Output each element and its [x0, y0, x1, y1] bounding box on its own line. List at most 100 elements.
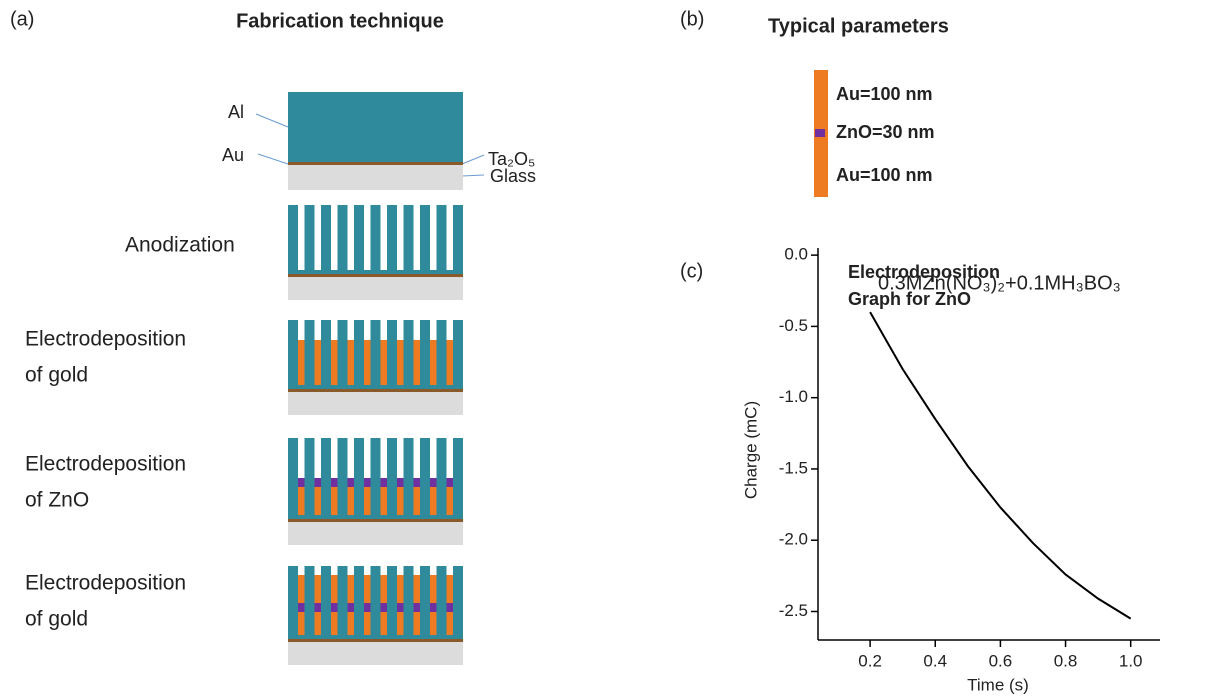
chart-title: Graph for ZnO	[848, 289, 971, 309]
pore-wall	[370, 566, 381, 635]
pore-fill	[331, 487, 338, 515]
param-label: Au=100 nm	[836, 165, 933, 185]
pore-wall	[403, 566, 414, 635]
pore-wall	[436, 566, 447, 635]
pore-wall	[403, 438, 414, 515]
pore-wall	[387, 438, 397, 515]
y-tick-label: -1.0	[779, 387, 808, 406]
pore-fill	[380, 612, 387, 635]
pore-wall	[453, 205, 463, 270]
pore-fill	[413, 612, 420, 635]
pore-wall	[370, 205, 381, 270]
pore-fill	[397, 612, 404, 635]
pore-wall	[387, 566, 397, 635]
param-label: ZnO=30 nm	[836, 122, 935, 142]
pore-fill	[331, 478, 338, 487]
pore-wall	[420, 320, 430, 385]
pore-wall	[354, 320, 364, 385]
pore-fill	[380, 340, 387, 385]
alumina-base	[288, 635, 463, 639]
pore-wall	[337, 320, 348, 385]
annotation: 0.3MZn(NO₃)₂+0.1MH₃BO₃	[878, 272, 1121, 294]
pore-fill	[364, 603, 371, 612]
pore-wall	[453, 566, 463, 635]
pore-wall	[403, 320, 414, 385]
pore-wall	[337, 566, 348, 635]
pore-fill	[298, 603, 305, 612]
pore-wall	[420, 205, 430, 270]
step-label: of gold	[25, 608, 88, 631]
pore-wall	[387, 205, 397, 270]
pore-wall	[387, 320, 397, 385]
pore-wall	[288, 320, 298, 385]
pore-fill	[347, 487, 354, 515]
pore-fill	[364, 612, 371, 635]
pore-wall	[337, 438, 348, 515]
pore-fill	[446, 340, 453, 385]
step-label: Anodization	[125, 234, 235, 257]
pore-fill	[413, 575, 420, 603]
pore-fill	[347, 478, 354, 487]
pore-fill	[397, 340, 404, 385]
pore-wall	[288, 566, 298, 635]
pore-fill	[331, 603, 338, 612]
pore-fill	[380, 478, 387, 487]
pore-wall	[453, 438, 463, 515]
glass	[288, 642, 463, 665]
pore-wall	[436, 320, 447, 385]
pore-fill	[347, 575, 354, 603]
chart-title: Electrodeposition	[848, 262, 1000, 282]
pore-fill	[380, 487, 387, 515]
pore-wall	[321, 205, 331, 270]
arrow	[257, 153, 289, 165]
pore-wall	[370, 320, 381, 385]
pore-wall	[436, 205, 447, 270]
pore-wall	[321, 438, 331, 515]
x-tick-label: 0.8	[1054, 651, 1078, 670]
pore-fill	[430, 340, 437, 385]
pore-fill	[430, 487, 437, 515]
pore-fill	[298, 612, 305, 635]
pore-fill	[413, 603, 420, 612]
panel-title: Fabrication technique	[236, 10, 444, 32]
pore-fill	[364, 487, 371, 515]
pore-wall	[321, 320, 331, 385]
pore-fill	[446, 612, 453, 635]
param-zno	[815, 129, 825, 137]
gold-film	[288, 519, 463, 522]
alumina-base	[288, 515, 463, 519]
pore-fill	[331, 575, 338, 603]
pore-fill	[298, 487, 305, 515]
pore-fill	[347, 603, 354, 612]
pore-fill	[298, 478, 305, 487]
pore-fill	[364, 340, 371, 385]
pore-wall	[453, 320, 463, 385]
pore-fill	[397, 603, 404, 612]
pore-fill	[380, 603, 387, 612]
arrow	[461, 154, 485, 165]
x-tick-label: 0.4	[923, 651, 947, 670]
pore-fill	[364, 478, 371, 487]
aluminum	[288, 92, 463, 162]
pore-wall	[304, 438, 315, 515]
step-label: of ZnO	[25, 489, 89, 512]
pore-fill	[314, 478, 321, 487]
glass	[288, 522, 463, 545]
y-axis-label: Charge (mC)	[741, 401, 760, 499]
panel-label: (b)	[680, 8, 704, 30]
glass	[288, 165, 463, 190]
panel-label: (a)	[10, 8, 34, 30]
pore-fill	[397, 575, 404, 603]
layer-label: Au	[222, 145, 244, 165]
pore-fill	[298, 340, 305, 385]
pore-fill	[380, 575, 387, 603]
pore-wall	[420, 438, 430, 515]
step-label: Electrodeposition	[25, 453, 186, 476]
gold-film	[288, 639, 463, 642]
pore-fill	[314, 340, 321, 385]
glass	[288, 277, 463, 300]
pore-fill	[413, 478, 420, 487]
pore-wall	[436, 438, 447, 515]
pore-wall	[354, 566, 364, 635]
